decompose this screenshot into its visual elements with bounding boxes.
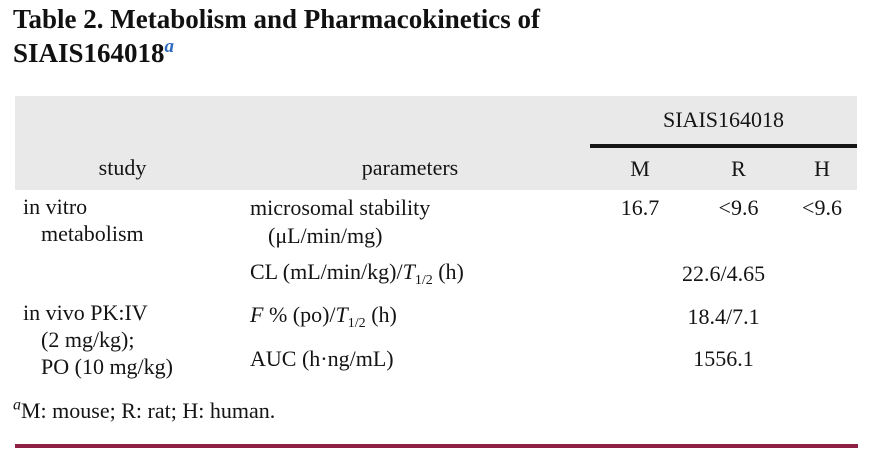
param-variable-t: T [402, 259, 415, 284]
table-body: in vitro metabolism microsomal stability… [15, 190, 858, 380]
param-variable-f: F [250, 302, 264, 327]
study-line: PO (10 mg/kg) [41, 354, 173, 379]
col-header-study: study [15, 146, 230, 190]
study-line: in vivo PK:IV [23, 300, 148, 325]
param-line: (μL/min/mg) [268, 223, 383, 248]
table-row-microsomal: in vitro metabolism microsomal stability… [15, 190, 858, 296]
value-merged-f-thalf: 18.4/7.1 [590, 296, 858, 338]
param-cell-f-po-thalf: F % (po)/T1/2 (h) [230, 296, 590, 338]
value-merged-cl-thalf: 22.6/4.65 [590, 252, 858, 296]
table-row-cl-thalf: CL (mL/min/kg)/T1/2 (h) 22.6/4.65 [15, 252, 858, 296]
title-footnote-marker-icon: a [164, 36, 175, 57]
param-text: CL (mL/min/kg)/ [250, 259, 403, 284]
col-header-parameters: parameters [230, 146, 590, 190]
study-line: in vitro [23, 194, 88, 219]
study-line: (2 mg/kg); [41, 327, 135, 352]
table-row-auc: AUC (h·ng/mL) 1556.1 [15, 338, 858, 380]
column-header-row: study parameters M R H [15, 146, 858, 190]
col-header-h: H [787, 146, 858, 190]
param-subscript: 1/2 [347, 316, 366, 331]
table-header: SIAIS164018 study parameters M R H [15, 96, 858, 190]
table-title-line2: SIAIS164018 [13, 38, 165, 68]
param-subscript: 1/2 [414, 273, 433, 288]
study-cell-in-vitro: in vitro metabolism [15, 190, 230, 296]
param-cell-cl-thalf: CL (mL/min/kg)/T1/2 (h) [230, 252, 590, 296]
value-merged-auc: 1556.1 [590, 338, 858, 380]
value-rat: <9.6 [690, 190, 787, 252]
study-line: metabolism [41, 221, 144, 246]
table-row-f-po: in vivo PK:IV (2 mg/kg); PO (10 mg/kg) F… [15, 296, 858, 380]
group-header-spacer [15, 96, 590, 146]
table-footnote: aM: mouse; R: rat; H: human. [13, 396, 276, 424]
param-line: microsomal stability [250, 195, 431, 220]
param-text: (h) [432, 259, 464, 284]
metabolism-pk-table: SIAIS164018 study parameters M R H in vi… [15, 96, 858, 380]
bottom-rule-divider [15, 444, 858, 448]
footnote-marker-icon: a [13, 396, 21, 414]
study-cell-in-vivo-pk: in vivo PK:IV (2 mg/kg); PO (10 mg/kg) [15, 296, 230, 380]
param-cell-auc: AUC (h·ng/mL) [230, 338, 590, 380]
value-mouse: 16.7 [590, 190, 690, 252]
table-title-line1: Table 2. Metabolism and Pharmacokinetics… [13, 4, 541, 34]
group-header-cell: SIAIS164018 [590, 96, 858, 148]
table-title: Table 2. Metabolism and Pharmacokinetics… [13, 2, 653, 70]
param-text: % (po)/ [263, 302, 336, 327]
param-cell-microsomal-stability: microsomal stability (μL/min/mg) [230, 190, 590, 252]
value-human: <9.6 [787, 190, 858, 252]
footnote-text: M: mouse; R: rat; H: human. [21, 398, 276, 423]
col-header-r: R [690, 146, 787, 190]
group-header-row: SIAIS164018 [15, 96, 858, 148]
col-header-m: M [590, 146, 690, 190]
param-text: (h) [365, 302, 397, 327]
group-header-label: SIAIS164018 [663, 107, 785, 132]
param-variable-t: T [335, 302, 348, 327]
